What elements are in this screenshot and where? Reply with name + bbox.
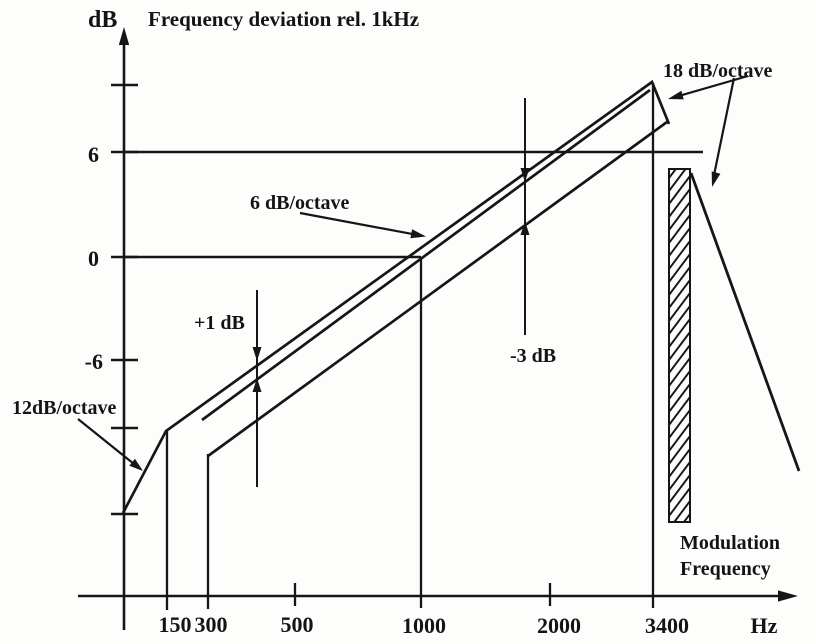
plus1db-up-arrowhead-icon — [252, 378, 262, 392]
hatch-stroke — [668, 422, 691, 452]
hatch-stroke — [683, 513, 691, 523]
hatch-stroke — [668, 461, 691, 491]
hatch-stroke — [668, 240, 691, 270]
y-axis-unit-label: dB — [88, 7, 117, 33]
hatch-stroke — [668, 383, 691, 413]
x-label-2000: 2000 — [537, 613, 581, 638]
nominal-line — [201, 88, 651, 422]
minus3db-down-arrowhead-icon — [520, 168, 530, 182]
y-label-0: 0 — [88, 246, 99, 271]
hatch-stroke — [668, 331, 691, 361]
lower-limit-line — [207, 120, 668, 458]
hatch-stroke — [668, 357, 691, 387]
slope-6db-label: 6 dB/octave — [250, 192, 350, 214]
minus3db-up-arrowhead-icon — [520, 221, 530, 235]
hatch-stroke — [668, 168, 677, 179]
upper-limit-line — [121, 79, 671, 514]
plus1db-measure — [252, 290, 262, 487]
slope-18db-label: 18 dB/octave — [663, 60, 773, 82]
hatched-band-pattern-icon — [668, 168, 691, 523]
hatch-stroke — [668, 175, 691, 205]
hatch-stroke — [668, 292, 691, 322]
y-axis-arrowhead-icon — [118, 27, 130, 45]
hatch-stroke — [668, 227, 691, 257]
hatch-stroke — [668, 474, 691, 504]
hatch-stroke — [668, 448, 691, 478]
modulation-label-line1: Modulation — [680, 532, 780, 554]
x-label-1000: 1000 — [402, 613, 446, 638]
x-axis-unit-label: Hz — [751, 613, 778, 638]
hatch-stroke — [668, 318, 691, 348]
leader-arrows — [77, 74, 749, 471]
hatch-stroke — [668, 188, 691, 218]
hatch-stroke — [668, 279, 691, 309]
minus3db-measure — [520, 98, 530, 335]
hatch-stroke — [668, 214, 691, 244]
x-label-150: 150 — [159, 612, 192, 637]
hatch-stroke — [668, 168, 687, 192]
leader-18db-upper-arrowhead-icon — [668, 90, 684, 100]
plus1db-down-arrowhead-icon — [252, 347, 262, 361]
plus1db-label: +1 dB — [194, 312, 245, 334]
leader-18db-lower — [711, 77, 736, 181]
minus3db-label: -3 dB — [510, 345, 556, 367]
leader-18db-lower-arrowhead-icon — [711, 171, 721, 187]
hatch-stroke — [668, 435, 691, 465]
x-label-3400: 3400 — [645, 613, 689, 638]
leader-12db-arrowhead-icon — [129, 458, 143, 471]
hatch-stroke — [668, 253, 691, 283]
modulation-label-line2: Frequency — [680, 558, 771, 580]
leader-6db-arrowhead-icon — [410, 229, 426, 239]
x-axis-arrowhead-icon — [778, 590, 798, 602]
leader-18db-upper — [671, 74, 749, 99]
y-label-6: 6 — [88, 142, 99, 167]
hatch-stroke — [668, 305, 691, 335]
hatch-stroke — [668, 344, 691, 374]
chart-title: Frequency deviation rel. 1kHz — [148, 7, 419, 31]
rolloff-18db-line — [689, 172, 801, 472]
y-label-neg6: -6 — [85, 349, 103, 374]
x-label-300: 300 — [195, 612, 228, 637]
slope-12db-label: 12dB/octave — [12, 397, 117, 419]
hatch-stroke — [668, 266, 691, 296]
hatch-stroke — [673, 500, 691, 523]
leader-12db — [77, 418, 140, 469]
x-guides — [165, 83, 655, 610]
leader-6db — [299, 211, 423, 237]
hatch-stroke — [668, 370, 691, 400]
x-label-500: 500 — [281, 612, 314, 637]
hatch-stroke — [668, 409, 691, 439]
hatch-stroke — [668, 201, 691, 231]
hatch-stroke — [668, 396, 691, 426]
hatch-stroke — [668, 487, 691, 517]
